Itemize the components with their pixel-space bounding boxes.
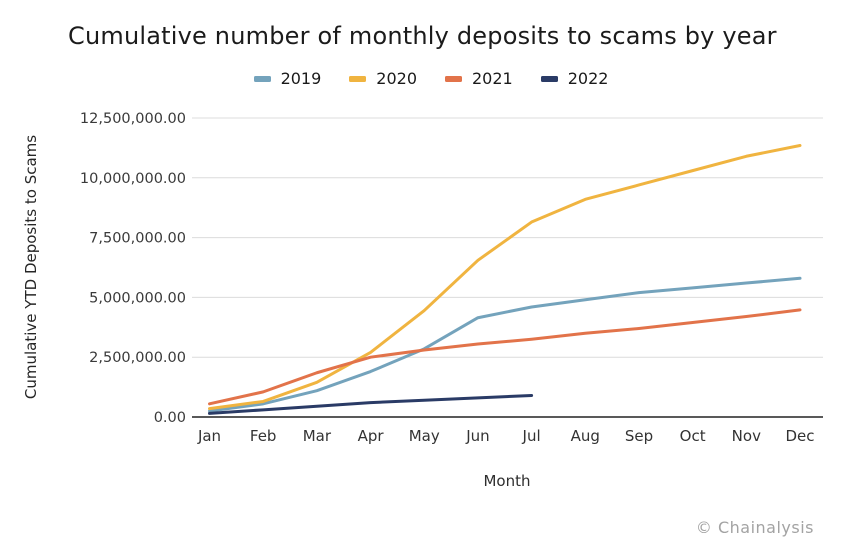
legend-item-2019[interactable]: 2019 (253, 69, 322, 88)
legend-item-2022[interactable]: 2022 (540, 69, 609, 88)
y-tick-label: 0.00 (154, 410, 186, 426)
x-tick-label-may: May (409, 427, 440, 445)
x-tick-label-mar: Mar (303, 427, 332, 445)
x-tick-label-feb: Feb (250, 427, 277, 445)
y-tick-label: 12,500,000.00 (80, 111, 186, 127)
x-tick-label-apr: Apr (358, 427, 385, 445)
series-line-2022[interactable] (208, 393, 534, 415)
x-tick-label-oct: Oct (680, 427, 706, 445)
x-tick-label-dec: Dec (785, 427, 814, 445)
x-tick-label-jul: Jul (522, 427, 541, 445)
legend-swatch-icon (540, 75, 558, 82)
chainalysis-credit: © Chainalysis (695, 518, 814, 537)
legend-label: 2022 (567, 69, 609, 88)
legend: 2019 2020 2021 2022 (0, 69, 850, 88)
chart-title: Cumulative number of monthly deposits to… (68, 22, 777, 50)
legend-swatch-icon (445, 75, 462, 82)
legend-item-2021[interactable]: 2021 (445, 69, 513, 88)
y-tick-label: 2,500,000.00 (89, 350, 186, 366)
x-tick-label-aug: Aug (571, 427, 600, 445)
legend-item-2020[interactable]: 2020 (349, 69, 417, 88)
x-axis-title: Month (483, 472, 531, 490)
x-tick-label-nov: Nov (732, 427, 761, 445)
series-line-2019[interactable] (208, 276, 802, 413)
y-tick-label: 10,000,000.00 (80, 171, 186, 187)
series-line-2020[interactable] (208, 144, 802, 411)
x-tick-label-sep: Sep (625, 427, 653, 445)
series-line-2021[interactable] (208, 308, 802, 406)
legend-label: 2019 (280, 69, 322, 88)
x-tick-label-jun: Jun (465, 427, 489, 445)
legend-swatch-icon (349, 75, 367, 82)
legend-swatch-icon (253, 75, 271, 82)
legend-label: 2021 (472, 69, 513, 88)
legend-label: 2020 (376, 69, 417, 88)
y-tick-label: 7,500,000.00 (89, 231, 186, 247)
y-axis-title: Cumulative YTD Deposits to Scams (22, 134, 40, 400)
y-tick-label: 5,000,000.00 (89, 290, 186, 306)
x-tick-label-jan: Jan (197, 427, 221, 445)
